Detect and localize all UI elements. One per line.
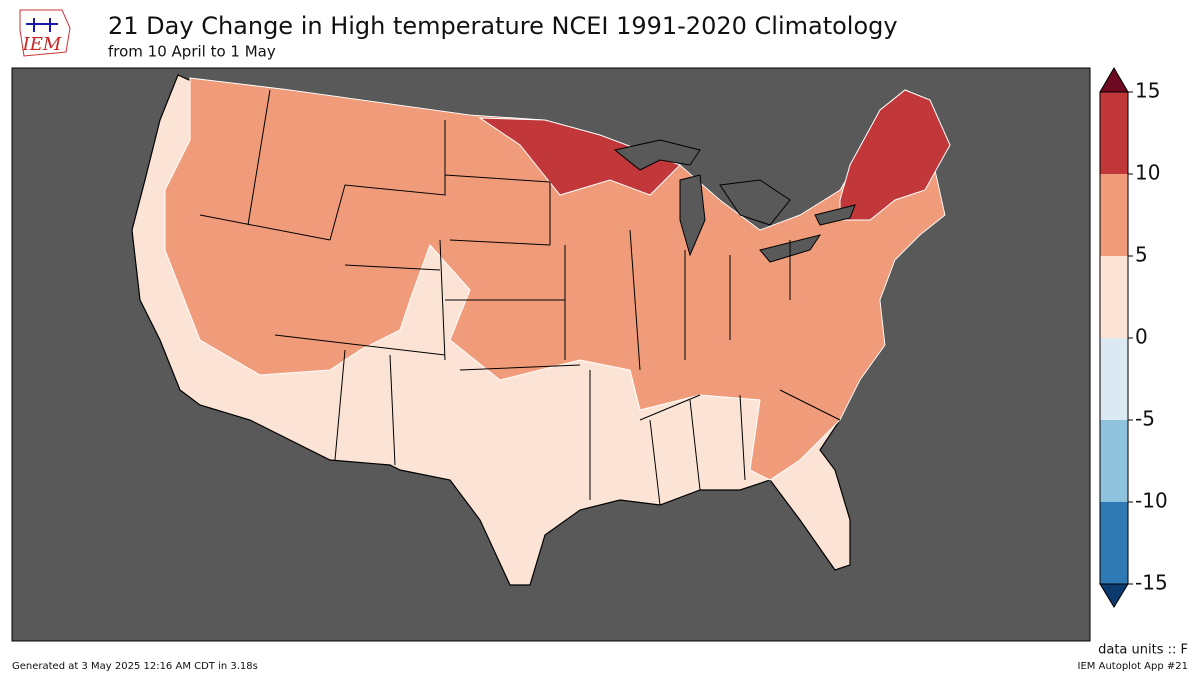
colorbar-tick-label: -15 bbox=[1135, 571, 1168, 595]
colorbar-tick-label: 5 bbox=[1135, 243, 1148, 267]
region-10-15 bbox=[839, 89, 951, 221]
colorbar-tick-label: 0 bbox=[1135, 325, 1148, 349]
logo-outline bbox=[19, 9, 71, 57]
colorbar-over bbox=[1099, 67, 1129, 93]
colorbar-bin bbox=[1100, 92, 1128, 174]
great-lakes bbox=[613, 139, 856, 263]
colorbar-bin bbox=[1100, 338, 1128, 420]
footer-right: IEM Autoplot App #21 bbox=[1078, 661, 1188, 672]
colorbar-tick-label: 15 bbox=[1135, 79, 1160, 103]
colorbar-bin bbox=[1100, 502, 1128, 584]
logo: IEM bbox=[19, 9, 71, 57]
colorbar-tick-label: 10 bbox=[1135, 161, 1160, 185]
colorbar-under bbox=[1099, 583, 1129, 608]
title: 21 Day Change in High temperature NCEI 1… bbox=[108, 12, 898, 40]
colorbar-tick-label: -10 bbox=[1135, 489, 1168, 513]
colorbar-bin bbox=[1100, 420, 1128, 502]
footer-left: Generated at 3 May 2025 12:16 AM CDT in … bbox=[12, 661, 258, 672]
colorbar: -15 -10 -5 0 5 10 15 bbox=[1099, 67, 1168, 608]
logo-icon bbox=[26, 18, 58, 32]
region-10-15 bbox=[478, 117, 681, 196]
logo-text: IEM bbox=[22, 34, 62, 55]
subtitle: from 10 April to 1 May bbox=[108, 43, 276, 61]
units-label: data units :: F bbox=[1098, 643, 1188, 658]
map bbox=[11, 67, 1091, 642]
colorbar-bin bbox=[1100, 174, 1128, 256]
state-lines bbox=[199, 89, 841, 506]
colorbar-tick-label: -5 bbox=[1135, 407, 1155, 431]
colorbar-bin bbox=[1100, 256, 1128, 338]
